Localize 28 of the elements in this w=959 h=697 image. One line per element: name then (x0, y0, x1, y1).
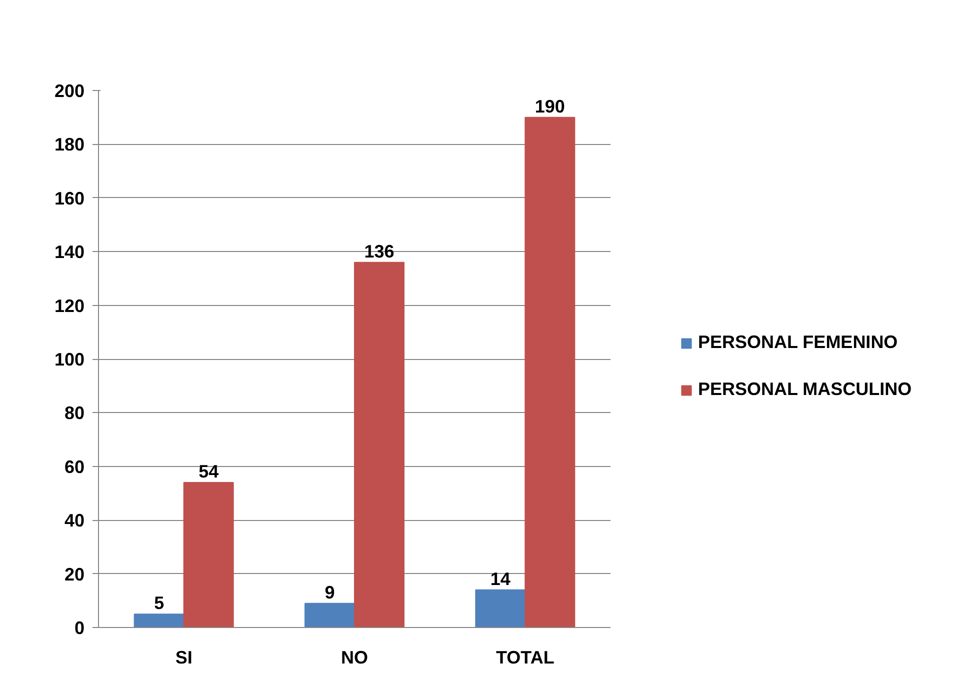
y-tick-label: 100 (54, 350, 85, 370)
bar (524, 116, 576, 628)
data-label: 190 (534, 96, 565, 116)
bar (304, 602, 355, 628)
data-label: 5 (154, 593, 164, 614)
x-tick-label: SI (175, 648, 192, 668)
bar (134, 614, 184, 628)
y-tick-label: 200 (54, 81, 85, 101)
y-tick-label: 60 (64, 456, 85, 477)
y-tick-label: 0 (74, 618, 85, 638)
y-tick-label: 80 (64, 403, 85, 424)
x-tick-label: TOTAL (496, 648, 554, 668)
legend-label: PERSONAL MASCULINO (698, 379, 912, 400)
y-tick-label: 180 (54, 134, 85, 155)
data-label: 136 (364, 241, 394, 262)
x-tick-label: NO (341, 648, 368, 668)
data-label: 54 (198, 462, 219, 482)
y-tick-label: 120 (54, 296, 85, 316)
bar (354, 262, 404, 628)
y-tick-label: 140 (54, 242, 85, 262)
data-label: 14 (490, 568, 510, 589)
bar (475, 589, 526, 628)
legend-label: PERSONAL FEMENINO (698, 332, 898, 353)
y-tick-label: 20 (64, 564, 85, 584)
y-tick-label: 40 (64, 510, 85, 531)
y-tick-label: 160 (54, 188, 85, 208)
data-label: 9 (324, 582, 335, 602)
bar (183, 482, 234, 628)
